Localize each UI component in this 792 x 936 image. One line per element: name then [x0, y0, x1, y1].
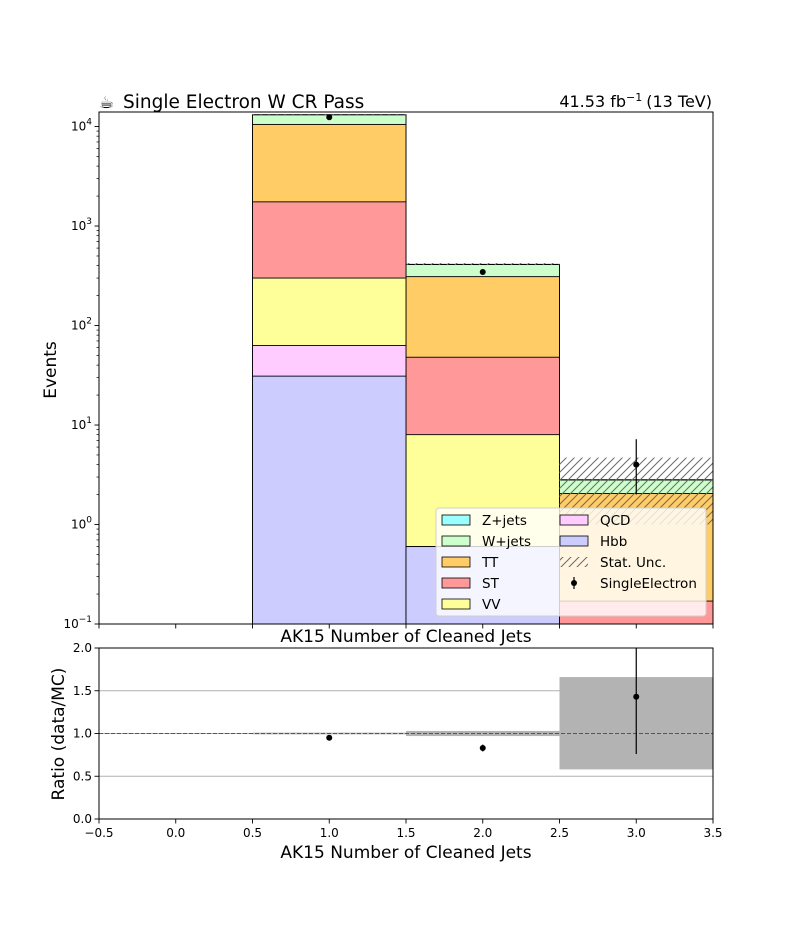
legend-item-stat-unc-: Stat. Unc. [560, 555, 666, 571]
ratio-x-tick-label-2: 0.5 [243, 826, 262, 840]
data-point-3 [633, 461, 640, 468]
chart-title: Single Electron W CR Pass [123, 92, 364, 113]
legend-item-w-jets: W+jets [441, 534, 531, 550]
legend-marker-dot [571, 580, 577, 586]
ratio-point-3 [633, 693, 640, 700]
coffee-icon: ☕ [99, 93, 114, 113]
lumi-value: 41.53 fb [559, 92, 626, 111]
main-y-tick-base: 10 [71, 418, 86, 432]
legend-label-hbb: Hbb [600, 534, 627, 550]
main-y-tick-label-0: 10−1 [63, 615, 92, 631]
legend-label-w-jets: W+jets [482, 534, 531, 550]
main-y-tick-exp: 1 [86, 416, 92, 426]
ratio-x-tick-label-0: −0.5 [84, 826, 113, 840]
ratio-y-ticks: 0.0 0.5 1.0 1.5 2.0 [73, 641, 99, 826]
legend-item-z-jets: Z+jets [441, 513, 527, 529]
ratio-points [326, 648, 640, 755]
legend-item-tt: TT [441, 555, 499, 571]
ratio-x-ticks: −0.5 0.0 0.5 1.0 1.5 2.0 2.5 3.0 3.5 [84, 819, 723, 840]
ratio-point-2 [479, 745, 486, 752]
main-y-tick-exp: 3 [86, 217, 92, 227]
legend-swatch [441, 556, 471, 568]
ratio-y-tick-label-2: 1.0 [73, 727, 92, 741]
main-y-tick-label-2: 101 [71, 416, 92, 432]
main-y-axis-label: Events [41, 341, 61, 399]
legend-swatch-hatch [560, 557, 588, 567]
legend-item-singleelectron: SingleElectron [571, 576, 697, 592]
main-x-ticks [98, 624, 714, 629]
ratio-x-tick-label-1: 0.0 [166, 826, 185, 840]
legend-label-vv: VV [482, 597, 501, 613]
legend-swatch [559, 535, 589, 547]
legend-item-st: ST [441, 576, 500, 592]
legend-swatch [441, 514, 471, 526]
lumi-label: 41.53 fb−1 (13 TeV) [559, 91, 712, 111]
ratio-y-tick-label-3: 1.5 [73, 684, 92, 698]
legend-swatch [559, 514, 589, 526]
legend-label-st: ST [482, 576, 500, 592]
main-x-axis-label: AK15 Number of Cleaned Jets [280, 627, 531, 647]
main-y-tick-exp: −1 [79, 615, 92, 625]
legend-swatch [441, 598, 471, 610]
legend: Z+jets W+jets TT ST VV QCD Hbb Stat. Unc. Single… [435, 507, 707, 617]
main-y-tick-base: 10 [71, 219, 86, 233]
legend-label-tt: TT [481, 555, 499, 571]
lumi-energy: (13 TeV) [646, 92, 712, 111]
main-y-tick-exp: 0 [86, 516, 92, 526]
main-y-tick-base: 10 [63, 617, 78, 631]
data-points [326, 114, 640, 495]
legend-label-qcd: QCD [600, 513, 630, 529]
ratio-y-tick-label-1: 0.5 [73, 769, 92, 783]
legend-label-singleelectron: SingleElectron [600, 576, 697, 592]
data-point-2 [479, 269, 486, 276]
ratio-x-tick-label-5: 2.0 [473, 826, 492, 840]
lumi-exponent: −1 [626, 91, 642, 104]
ratio-y-tick-label-4: 2.0 [73, 641, 92, 655]
main-y-tick-base: 10 [71, 319, 86, 333]
ratio-panel: 0.00.51.01.52.0 −0.5 0.0 0.5 1.0 1.5 2.0 2.5 3.… [49, 641, 723, 863]
ratio-y-axis-label: Ratio (data/MC) [49, 668, 69, 801]
ratio-point-1 [326, 734, 333, 741]
legend-label-stat-unc-: Stat. Unc. [600, 555, 666, 571]
main-y-tick-label-5: 104 [71, 118, 92, 134]
ratio-x-tick-label-7: 3.0 [627, 826, 646, 840]
main-y-tick-base: 10 [71, 120, 86, 134]
ratio-band-bin-2 [406, 730, 560, 737]
legend-item-vv: VV [441, 597, 501, 613]
legend-swatch [441, 535, 471, 547]
main-y-tick-exp: 4 [86, 118, 92, 128]
main-y-tick-exp: 2 [86, 317, 92, 327]
ratio-x-axis-label: AK15 Number of Cleaned Jets [280, 843, 531, 863]
ratio-x-tick-label-3: 1.0 [320, 826, 339, 840]
legend-item-qcd: QCD [559, 513, 630, 529]
main-y-tick-label-3: 102 [71, 317, 92, 333]
stat-unc-bin-2 [406, 263, 560, 266]
main-y-tick-label-4: 103 [71, 217, 92, 233]
main-y-tick-base: 10 [71, 518, 86, 532]
bar-hbb-bin-1 [252, 375, 407, 624]
legend-label-z-jets: Z+jets [482, 513, 527, 529]
legend-item-hbb: Hbb [559, 534, 627, 550]
ratio-y-tick-label-0: 0.0 [73, 812, 92, 826]
ratio-x-tick-label-6: 2.5 [550, 826, 569, 840]
ratio-x-tick-label-4: 1.5 [396, 826, 415, 840]
data-point-1 [326, 114, 333, 121]
ratio-x-tick-label-8: 3.5 [703, 826, 722, 840]
legend-swatch [441, 577, 471, 589]
main-y-tick-label-1: 100 [71, 516, 92, 532]
